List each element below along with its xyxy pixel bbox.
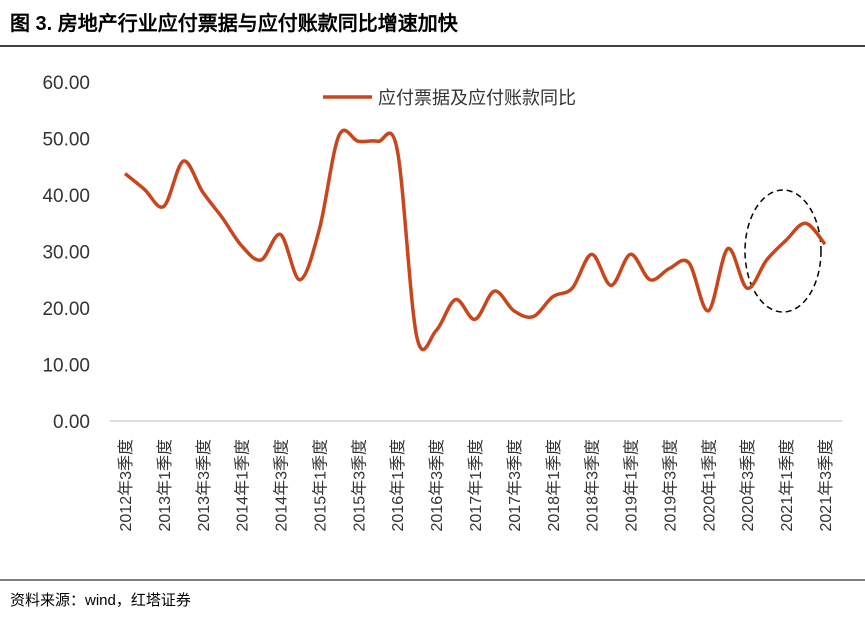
x-tick-label: 2016年3季度 (428, 439, 446, 532)
y-tick-label: 50.00 (42, 130, 90, 151)
x-tick-label: 2013年1季度 (156, 439, 174, 532)
x-tick-label: 2014年3季度 (273, 439, 291, 532)
x-tick-label: 2015年1季度 (311, 439, 329, 532)
y-tick-label: 20.00 (42, 299, 90, 320)
x-tick-label: 2020年1季度 (700, 439, 718, 532)
x-tick-label: 2016年1季度 (389, 439, 407, 532)
series-line (123, 128, 827, 352)
x-tick-label: 2014年1季度 (234, 439, 252, 532)
x-tick-label: 2021年1季度 (778, 439, 796, 532)
x-tick-label: 2013年3季度 (195, 439, 213, 532)
chart-title: 图 3. 房地产行业应付票据与应付账款同比增速加快 (10, 11, 459, 35)
source: 资料来源：wind，红塔证券 (10, 592, 191, 609)
x-tick-label: 2017年3季度 (506, 439, 524, 532)
y-tick-label: 30.00 (42, 243, 90, 264)
x-tick-label: 2015年3季度 (350, 439, 368, 532)
x-tick-label: 2019年3季度 (661, 439, 679, 532)
y-tick-label: 10.00 (42, 356, 90, 377)
x-tick-label: 2019年1季度 (623, 439, 641, 532)
legend-label: 应付票据及应付账款同比 (378, 88, 576, 108)
x-tick-label: 2020年3季度 (739, 439, 757, 532)
y-tick-label: 40.00 (42, 186, 90, 207)
y-tick-label: 0.00 (53, 412, 90, 433)
x-tick-label: 2021年3季度 (817, 439, 835, 532)
x-tick-label: 2018年1季度 (545, 439, 563, 532)
highlight-ellipse (744, 189, 822, 313)
y-tick-label: 60.00 (42, 73, 90, 94)
x-tick-label: 2012年3季度 (117, 439, 135, 532)
x-tick-label: 2018年3季度 (584, 439, 602, 532)
x-tick-label: 2017年1季度 (467, 439, 485, 532)
